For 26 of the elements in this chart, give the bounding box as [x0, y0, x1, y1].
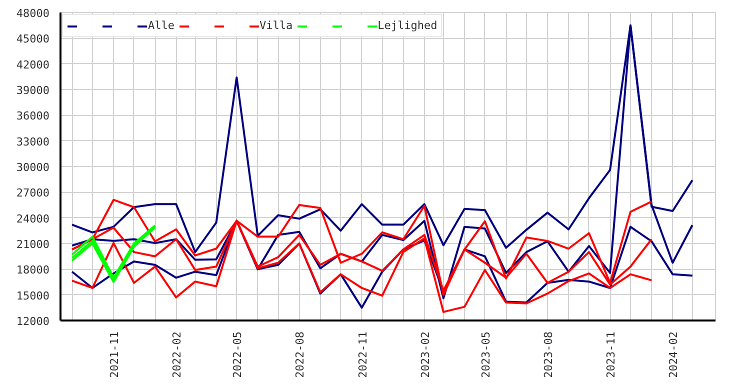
- x-tick-label: 2023-08: [542, 332, 555, 378]
- y-tick-label: 36000: [16, 110, 50, 123]
- x-tick-label: 2022-08: [294, 332, 307, 378]
- y-tick-label: 12000: [16, 315, 50, 328]
- y-tick-label: 27000: [16, 186, 50, 200]
- y-tick-label: 30000: [16, 161, 50, 174]
- x-tick-label: 2023-02: [418, 332, 432, 378]
- y-tick-label: 39000: [16, 84, 50, 97]
- y-tick-label: 48000: [16, 7, 50, 20]
- y-tick-label: 45000: [16, 32, 50, 46]
- x-tick-label: 2022-05: [231, 332, 244, 378]
- x-tick-label: 2023-11: [604, 332, 618, 378]
- x-tick-label: 2022-11: [356, 332, 370, 378]
- y-tick-label: 18000: [16, 264, 50, 277]
- y-tick-label: 15000: [16, 289, 50, 302]
- x-tick-label: 2021-11: [108, 332, 122, 378]
- y-tick-label: 42000: [16, 58, 50, 72]
- y-tick-label: 24000: [16, 212, 50, 226]
- legend-label: Villa: [260, 19, 293, 32]
- x-tick-label: 2024-02: [667, 332, 680, 378]
- y-tick-label: 21000: [16, 238, 50, 251]
- x-tick-label: 2022-02: [170, 332, 184, 378]
- legend-label: Lejlighed: [378, 19, 438, 32]
- x-tick-label: 2023-05: [479, 332, 492, 378]
- legend-label: Alle: [148, 19, 174, 32]
- y-tick-label: 33000: [16, 135, 50, 148]
